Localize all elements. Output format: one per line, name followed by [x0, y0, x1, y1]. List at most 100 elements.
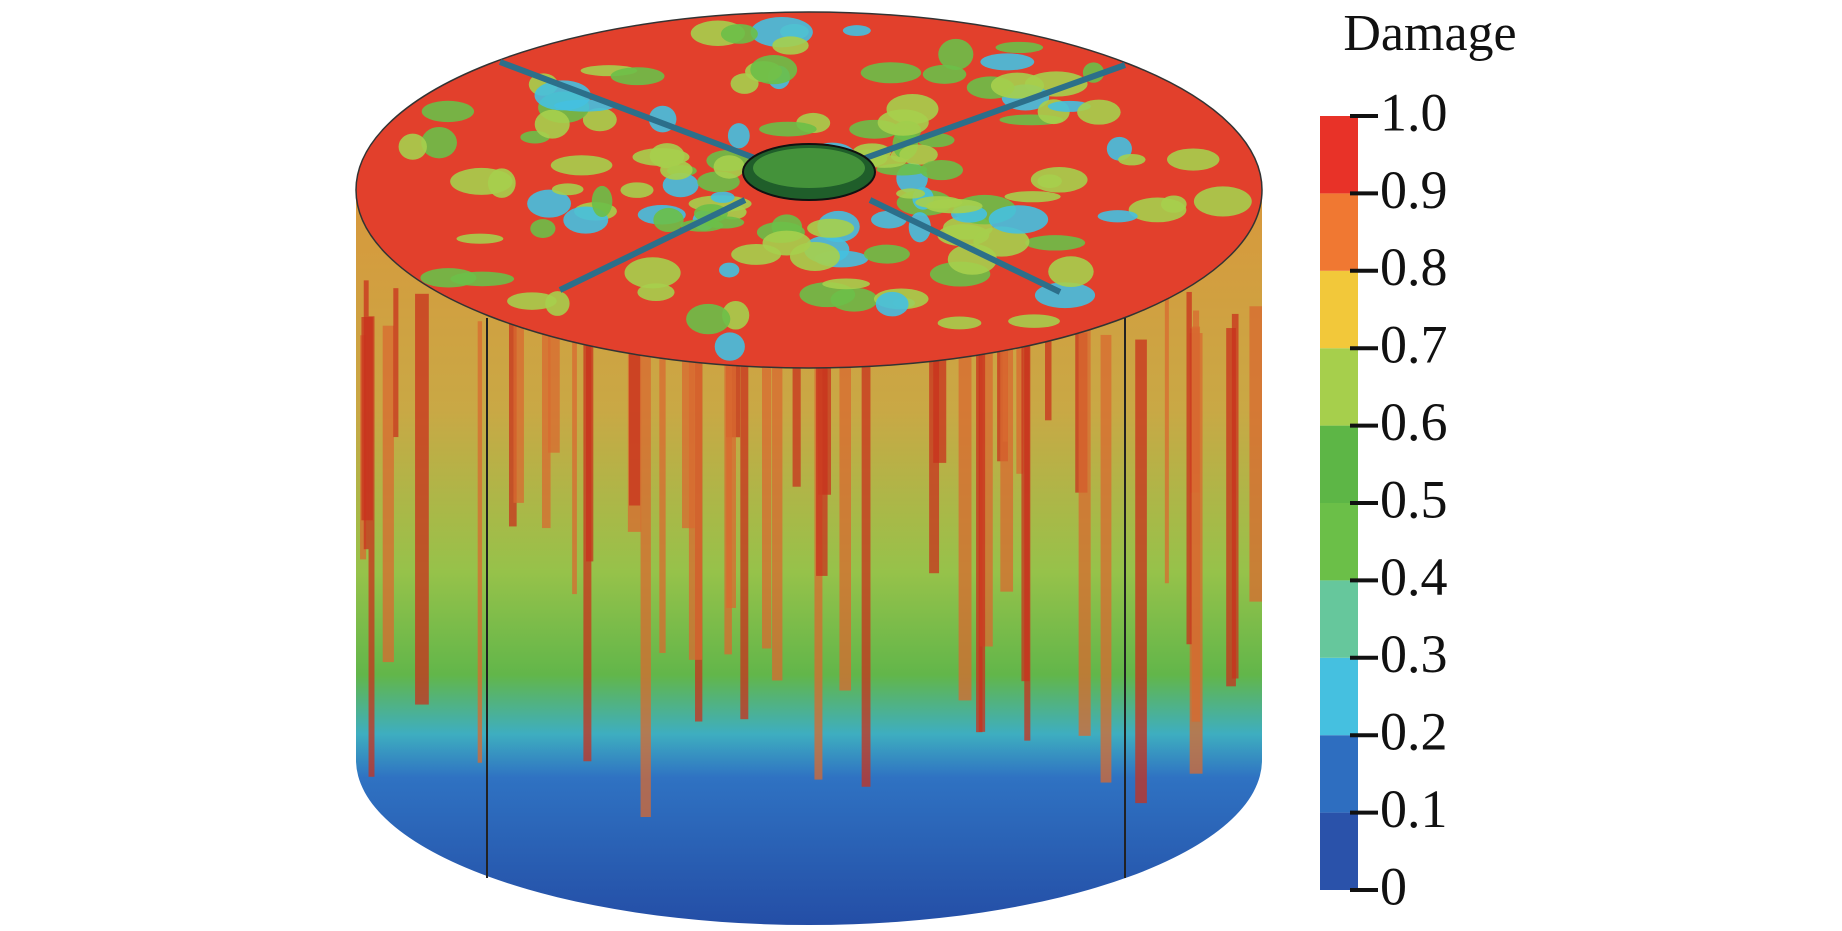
colorbar-band	[1320, 425, 1358, 503]
streak	[861, 326, 871, 787]
damage-patch	[1004, 191, 1061, 203]
streak	[363, 280, 369, 550]
colorbar-band	[1320, 735, 1358, 813]
damage-patch	[653, 207, 684, 233]
damage-patch	[421, 100, 475, 123]
cylinder-side	[356, 190, 1262, 925]
colorbar-tick-label: 0.7	[1380, 315, 1448, 375]
damage-patch	[534, 109, 570, 139]
damage-patch	[762, 230, 811, 256]
damage-patch	[899, 144, 938, 165]
streak	[1045, 296, 1052, 421]
damage-patch	[1193, 186, 1252, 217]
streak	[1164, 287, 1169, 584]
colorbar-band	[1320, 580, 1358, 658]
damage-patch	[456, 233, 504, 244]
streak	[1024, 337, 1031, 741]
center-hole-mesh	[753, 148, 865, 188]
damage-patch	[875, 291, 909, 317]
colorbar-band	[1320, 503, 1358, 581]
damage-patch	[937, 316, 982, 330]
damage-patch	[842, 25, 871, 37]
streak	[477, 321, 483, 763]
colorbar-tick-label: 0.4	[1380, 547, 1448, 607]
damage-patch	[863, 244, 910, 264]
damage-patch	[750, 55, 798, 85]
damage-patch	[487, 168, 516, 198]
damage-patch	[980, 53, 1035, 71]
damage-patch	[1097, 210, 1138, 223]
streak	[572, 319, 577, 595]
damage-patch	[398, 133, 427, 160]
damage-patch	[1167, 148, 1220, 171]
damage-patch	[610, 67, 665, 86]
damage-patch	[1008, 314, 1060, 328]
streak	[1191, 326, 1201, 722]
cylinder	[355, 11, 1263, 925]
damage-patch	[973, 226, 1030, 257]
colorbar-tick-label: 0.3	[1380, 624, 1448, 684]
colorbar-tick-label: 0.6	[1380, 392, 1448, 452]
damage-patch	[632, 148, 690, 166]
damage-patch	[995, 41, 1044, 54]
colorbar-tick-label: 0.1	[1380, 779, 1448, 839]
notch	[558, 197, 747, 293]
damage-patch	[990, 72, 1045, 99]
damage-patch	[807, 218, 855, 238]
damage-patch	[719, 262, 740, 278]
streak	[1226, 328, 1236, 687]
damage-patch	[527, 189, 571, 218]
streak	[1000, 312, 1014, 592]
damage-patch	[919, 160, 964, 181]
damage-patch	[1025, 235, 1086, 251]
streak	[368, 316, 375, 777]
colorbar-tick-label: 0.8	[1380, 237, 1448, 297]
colorbar-title: Damage	[1343, 5, 1516, 62]
top-pattern	[398, 17, 1252, 361]
streak	[382, 325, 394, 663]
damage-patch	[530, 219, 556, 239]
streak	[1135, 339, 1147, 804]
colorbar: Damage 0 0.1 0.2 0.3 0.4 0.5 0.6 0.7 0.8 0.9 1.0	[1320, 5, 1517, 916]
damage-patch	[730, 73, 759, 94]
damage-patch	[620, 182, 654, 198]
damage-patch	[686, 303, 731, 335]
colorbar-band	[1320, 193, 1358, 271]
streak	[393, 288, 399, 438]
streak	[659, 311, 666, 653]
streak	[1100, 334, 1112, 783]
colorbar-tick-label: 0.9	[1380, 160, 1448, 220]
colorbar-tick-label: 1.0	[1380, 82, 1448, 142]
streak	[508, 304, 517, 527]
damage-patch	[1037, 174, 1062, 189]
damage-patch	[1118, 153, 1146, 166]
streak	[628, 312, 641, 506]
colorbar-band	[1320, 270, 1358, 349]
damage-patch	[713, 155, 745, 179]
damage-patch	[507, 292, 557, 310]
damage-patch	[551, 183, 584, 196]
notch	[498, 59, 762, 163]
notch	[868, 197, 1062, 295]
streak	[541, 320, 551, 529]
streak	[726, 309, 736, 608]
streak	[816, 325, 828, 576]
damage-patch	[1048, 256, 1094, 287]
colorbar-tick-label: 0.5	[1380, 469, 1448, 529]
streak	[1016, 332, 1024, 474]
damage-patch	[759, 121, 817, 137]
damage-patch	[1077, 99, 1121, 125]
colorbar-band	[1320, 116, 1358, 194]
streak	[839, 299, 851, 691]
damage-patch	[938, 38, 974, 70]
damage-patch	[922, 64, 967, 84]
damage-patch	[877, 109, 929, 136]
damage-patch	[896, 188, 926, 199]
streak	[1249, 306, 1262, 602]
damage-patch	[421, 126, 457, 159]
streak	[772, 331, 783, 681]
damage-patch	[772, 36, 809, 55]
colorbar-tick-label: 0	[1380, 856, 1407, 916]
